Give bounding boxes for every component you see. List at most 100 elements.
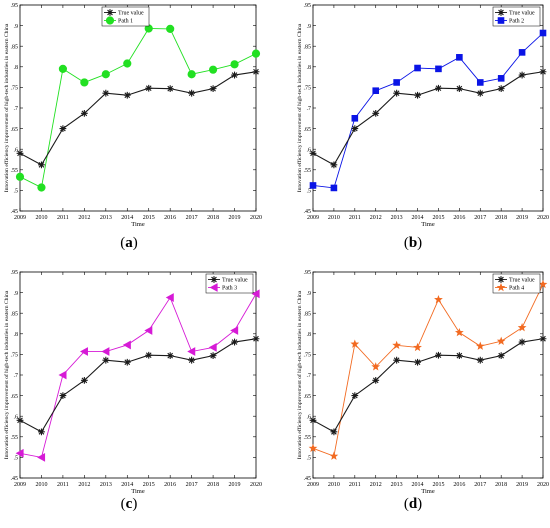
panel-d-ytick-label: .5 <box>307 456 312 462</box>
panel-d-xtick-label: 2010 <box>328 482 340 488</box>
panel-a-xtick-label: 2010 <box>35 215 47 221</box>
panel-b-data-point <box>435 65 442 73</box>
panel-c-data-point <box>231 338 238 346</box>
panel-a-ytick-label: .7 <box>14 106 19 112</box>
panel-b-data-point <box>476 79 484 86</box>
panel-b-series-line <box>312 32 544 189</box>
panel-a-data-point <box>145 84 153 92</box>
panel-b-data-point <box>539 68 547 76</box>
panel-b-ytick-label: .75 <box>304 86 312 92</box>
panel-d-data-point <box>517 323 527 332</box>
panel-b-series-line <box>312 71 544 166</box>
panel-a-series-line <box>19 71 257 166</box>
panel-c-data-point <box>123 358 131 366</box>
panel-c-data-point <box>58 370 67 380</box>
panel-b-xtick-label: 2013 <box>391 215 403 221</box>
panel-a-data-point <box>37 183 46 192</box>
caption-c-letter: c <box>125 496 133 512</box>
panel-a-data-point <box>16 149 24 157</box>
panel-b-xtick-label: 2015 <box>432 215 444 221</box>
panel-d-xtick-label: 2014 <box>412 482 424 488</box>
panel-d-xtick-label: 2009 <box>307 482 319 488</box>
panel-b-data-point <box>455 85 463 93</box>
panel-b-ytick-label: .6 <box>307 147 312 153</box>
panel-a-data-point <box>58 64 68 73</box>
panel-b-xtick-label: 2014 <box>412 215 424 221</box>
panel-b-legend-label: True value <box>509 11 535 17</box>
panel-c-data-point <box>252 335 260 343</box>
panel-b-data-point <box>309 182 317 189</box>
panel-d-ytick-label: .6 <box>307 414 312 420</box>
panel-b-xtick-label: 2012 <box>370 215 382 221</box>
panel-b-data-point <box>351 125 359 132</box>
panel-d-data-point <box>435 351 442 359</box>
panel-c-xtick-label: 2017 <box>186 482 198 488</box>
panel-a-xtick-label: 2017 <box>186 215 198 221</box>
panel-d-data-point <box>455 352 463 360</box>
panel-d-xtick-label: 2011 <box>349 482 361 488</box>
panel-b-data-point <box>456 54 463 61</box>
panel-d-data-point <box>372 376 380 384</box>
panel-d-xtick-label: 2013 <box>391 482 403 488</box>
panel-a-xtick-label: 2016 <box>164 215 176 221</box>
panel-d-xtick-label: 2019 <box>516 482 528 488</box>
panel-b-data-point <box>476 89 484 97</box>
panel-b-data-point <box>351 115 359 122</box>
panel-c-ytick-label: .65 <box>11 394 19 400</box>
panel-c-ytick-label: .95 <box>11 270 19 276</box>
panel-c-ytick-label: .45 <box>11 476 19 482</box>
panel-c-xtick-label: 2020 <box>250 482 262 488</box>
panel-a-ytick-label: .75 <box>11 86 19 92</box>
panel-b-data-point <box>518 71 526 79</box>
panel-c-data-point <box>166 352 174 360</box>
panel-a-data-point <box>231 71 238 79</box>
panel-d-ytick-label: .45 <box>304 476 312 482</box>
panel-d-ytick-label: .85 <box>304 311 312 317</box>
panel-d-data-point <box>309 416 317 424</box>
panel-b-data-point <box>393 89 401 97</box>
panel-c-data-point <box>15 448 24 458</box>
panel-b-xtick-label: 2016 <box>453 215 465 221</box>
panel-a-data-point <box>80 109 88 117</box>
panel-b-frame <box>312 4 544 212</box>
panel-c-series-line <box>19 338 257 433</box>
panel-b-xtick-label: 2011 <box>349 215 361 221</box>
panel-b-data-point <box>414 91 421 99</box>
panel-b-legend <box>492 6 541 27</box>
panel-a-legend-marker <box>105 16 115 25</box>
caption-d-letter: d <box>408 496 418 512</box>
caption-a: (a) <box>120 235 138 251</box>
panel-d-ytick-label: .75 <box>304 353 312 359</box>
panel-d-data-point <box>476 356 484 364</box>
panel-c-data-point <box>59 392 67 399</box>
panel-c-data-point <box>102 356 110 364</box>
panel-a-data-point <box>208 65 218 74</box>
panel-b-data-point <box>539 29 547 37</box>
panel-c-ytick-label: .5 <box>14 456 19 462</box>
panel-d-data-point <box>308 443 318 453</box>
panel-c-data-point <box>80 376 88 384</box>
panel-c-xtick-label: 2016 <box>164 482 176 488</box>
panel-b-data-point <box>497 75 505 82</box>
panel-a-data-point <box>15 172 25 181</box>
panel-b-legend-marker <box>497 9 505 16</box>
caption-a-letter: a <box>125 235 133 251</box>
panel-b-xtick-label: 2010 <box>328 215 340 221</box>
panel-b-xtick-label: 2017 <box>474 215 486 221</box>
panel-d-data-point <box>350 339 360 348</box>
panel-d-data-point <box>539 335 547 343</box>
panel-a-data-point <box>101 70 110 79</box>
panel-d-legend-label: True value <box>509 278 535 284</box>
panel-d-xlabel: Time <box>421 488 435 495</box>
panel-c-data-point <box>37 453 46 462</box>
panel-c-legend-marker <box>209 283 218 292</box>
panel-b-data-point <box>518 49 526 56</box>
panel-c-data-point <box>230 326 239 335</box>
panel-a-ytick-label: .85 <box>11 44 19 50</box>
panel-d-data-point <box>413 342 422 352</box>
panel-d-data-point <box>392 340 402 350</box>
panel-a-xtick-label: 2018 <box>207 215 219 221</box>
panel-a-legend-marker <box>106 9 114 16</box>
panel-a-ytick-label: .5 <box>14 189 19 195</box>
panel-a-legend-label: Path 1 <box>118 19 133 25</box>
